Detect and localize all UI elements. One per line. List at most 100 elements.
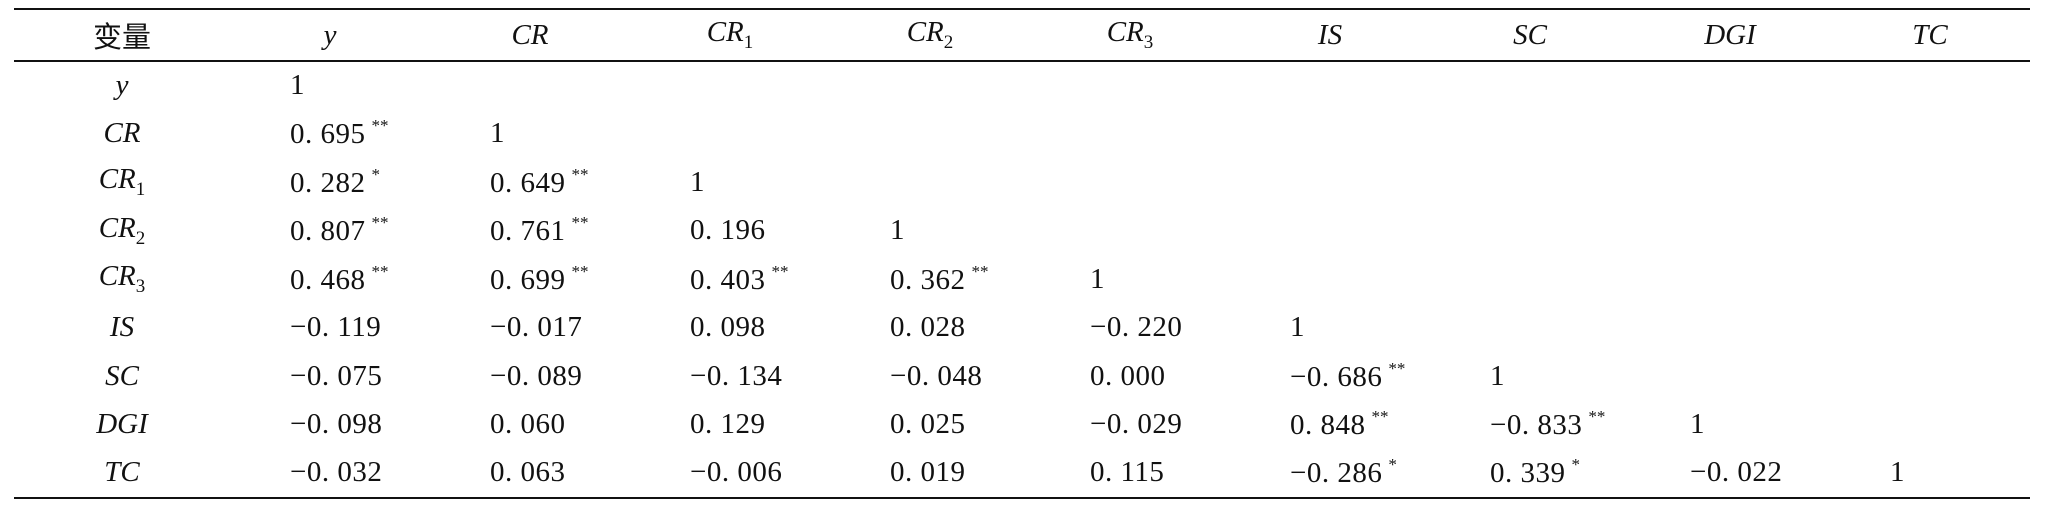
table-cell	[1830, 304, 2030, 353]
table-cell: −0. 833 **	[1430, 401, 1630, 450]
cell-value: 0. 649	[490, 166, 566, 199]
cell-value: 1	[690, 165, 705, 198]
table-body: y 1 CR 0. 695 ** 1 CR1 0. 282 * 0. 649 ** 1 CR2 0. 80…	[14, 61, 2030, 498]
header-col-7: SC	[1430, 9, 1630, 61]
cell-value: 0. 699	[490, 263, 566, 296]
cell-value: 0. 848	[1290, 409, 1366, 442]
cell-value: 0. 339	[1490, 457, 1566, 490]
table-cell: −0. 286 *	[1230, 449, 1430, 498]
cell-value: 1	[1290, 311, 1305, 344]
header-row: 变量 y CR CR1 CR2 CR3 IS SC DGI TC	[14, 9, 2030, 61]
cell-value: −0. 029	[1090, 408, 1183, 441]
table-cell	[1630, 304, 1830, 353]
table-cell: 0. 063	[430, 449, 630, 498]
header-col-2: CR	[430, 9, 630, 61]
table-cell	[1030, 207, 1230, 256]
cell-value: 0. 468	[290, 263, 366, 296]
table-cell: −0. 686 **	[1230, 352, 1430, 401]
cell-value: −0. 006	[690, 456, 783, 489]
header-text: DGI	[1704, 18, 1756, 51]
cell-value: 1	[1490, 359, 1505, 392]
table-cell: −0. 032	[230, 449, 430, 498]
table-row: CR3 0. 468 ** 0. 699 ** 0. 403 ** 0. 362 ** 1	[14, 255, 2030, 304]
table-cell	[1430, 110, 1630, 159]
significance-marker: **	[1371, 407, 1389, 427]
cell-value: 0. 098	[690, 311, 766, 344]
table-cell: 0. 019	[830, 449, 1030, 498]
row-label: y	[14, 61, 230, 110]
row-label-subscript: 3	[135, 276, 146, 298]
table-cell	[830, 158, 1030, 207]
table-cell	[1630, 61, 1830, 110]
table-cell: −0. 089	[430, 352, 630, 401]
significance-marker: *	[1388, 455, 1397, 475]
table-cell	[1630, 352, 1830, 401]
table-cell	[1830, 352, 2030, 401]
row-label: DGI	[14, 401, 230, 450]
row-label: CR2	[14, 207, 230, 256]
table-cell	[1430, 304, 1630, 353]
table-row: CR1 0. 282 * 0. 649 ** 1	[14, 158, 2030, 207]
significance-marker: **	[371, 213, 389, 233]
cell-value: −0. 686	[1290, 360, 1383, 393]
header-col-8: DGI	[1630, 9, 1830, 61]
significance-marker: **	[571, 164, 589, 184]
row-label: SC	[14, 352, 230, 401]
row-label-subscript: 1	[135, 179, 146, 201]
table-cell: −0. 220	[1030, 304, 1230, 353]
row-label: TC	[14, 449, 230, 498]
header-text: CR	[511, 18, 549, 51]
table-cell	[430, 61, 630, 110]
row-label: IS	[14, 304, 230, 353]
cell-value: 1	[1090, 262, 1105, 295]
table-cell	[1030, 158, 1230, 207]
table-cell: 0. 761 **	[430, 207, 630, 256]
header-subscript: 1	[743, 32, 754, 53]
significance-marker: **	[571, 261, 589, 281]
table-cell	[1230, 61, 1430, 110]
header-col-9: TC	[1830, 9, 2030, 61]
table-cell	[1630, 158, 1830, 207]
table-cell: −0. 029	[1030, 401, 1230, 450]
header-text: CR	[906, 16, 944, 48]
significance-marker: **	[771, 261, 789, 281]
table-cell: −0. 048	[830, 352, 1030, 401]
table-cell: 0. 129	[630, 401, 830, 450]
table-cell	[830, 110, 1030, 159]
table-cell	[1830, 61, 2030, 110]
header-text: y	[323, 18, 337, 51]
table-header: 变量 y CR CR1 CR2 CR3 IS SC DGI TC	[14, 9, 2030, 61]
cell-value: 0. 403	[690, 263, 766, 296]
header-col-3: CR1	[630, 9, 830, 61]
cell-value: 0. 695	[290, 118, 366, 151]
table-cell	[1430, 61, 1630, 110]
cell-value: 0. 063	[490, 456, 566, 489]
header-subscript: 3	[1143, 32, 1154, 53]
table-cell: 1	[1230, 304, 1430, 353]
table-cell: 0. 848 **	[1230, 401, 1430, 450]
cell-value: 1	[890, 214, 905, 247]
significance-marker: *	[371, 164, 381, 184]
table-cell: 0. 115	[1030, 449, 1230, 498]
row-label-text: y	[115, 69, 129, 102]
table-cell: 0. 028	[830, 304, 1030, 353]
table-cell	[1630, 207, 1830, 256]
row-label: CR	[14, 110, 230, 159]
table-cell	[1430, 207, 1630, 256]
table-cell: 0. 000	[1030, 352, 1230, 401]
table-cell: 0. 695 **	[230, 110, 430, 159]
cell-value: −0. 075	[290, 359, 383, 392]
row-label-subscript: 2	[135, 227, 146, 249]
table-row: TC −0. 032 0. 063 −0. 006 0. 019 0. 115 −0. 28…	[14, 449, 2030, 498]
table-cell: 0. 649 **	[430, 158, 630, 207]
table-row: SC −0. 075 −0. 089 −0. 134 −0. 048 0. 000 −0. …	[14, 352, 2030, 401]
table-cell	[1830, 158, 2030, 207]
cell-value: 0. 807	[290, 215, 366, 248]
header-text: TC	[1912, 18, 1948, 51]
table-cell	[1030, 110, 1230, 159]
table-cell: 0. 098	[630, 304, 830, 353]
table-cell	[1830, 207, 2030, 256]
table-cell	[630, 61, 830, 110]
table-cell	[1830, 401, 2030, 450]
